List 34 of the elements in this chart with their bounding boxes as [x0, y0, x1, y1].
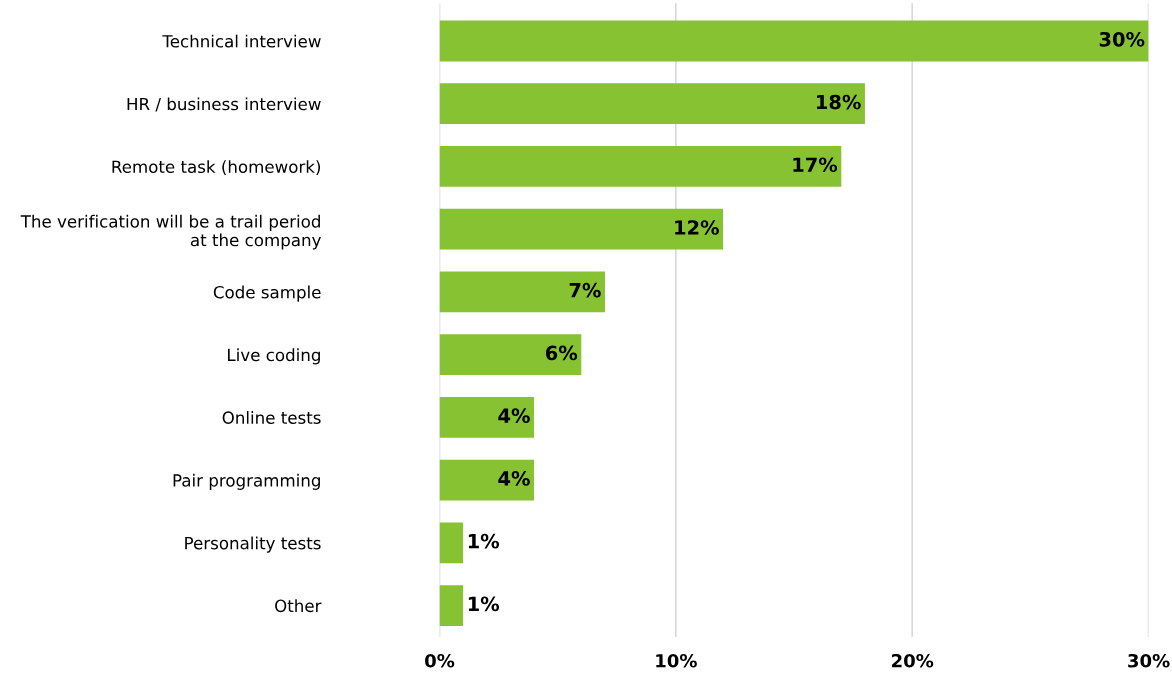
y-tick-label: Other: [275, 599, 322, 613]
y-tick-label: Code sample: [213, 285, 321, 302]
bar: [439, 522, 464, 564]
data-label: 4%: [498, 471, 530, 486]
x-tick-label: 0%: [425, 653, 455, 668]
bar: [439, 146, 842, 187]
data-label: 18%: [817, 94, 861, 110]
bar: [439, 208, 724, 250]
data-label: 1%: [468, 596, 500, 612]
data-label: 6%: [545, 345, 578, 361]
data-label: 4%: [498, 408, 530, 424]
x-tick-label: 10%: [656, 653, 697, 668]
y-tick-label: HR / business interview: [127, 97, 321, 112]
x-tick-label: 20%: [892, 653, 934, 668]
bar: [439, 20, 1149, 62]
bar: [439, 396, 535, 438]
bar: [439, 334, 582, 376]
data-label: 12%: [675, 220, 719, 235]
bar: [439, 459, 535, 501]
y-tick-label: Technical interview: [162, 34, 321, 48]
y-tick-label: Pair programming: [173, 473, 320, 490]
y-tick-label: Remote task (homework): [112, 160, 321, 175]
y-tick-label: The verification will be a trail period at the company: [20, 214, 321, 250]
data-label: 1%: [468, 533, 500, 549]
data-label: 17%: [793, 157, 838, 173]
bar: [439, 271, 605, 313]
x-tick-label: 30%: [1128, 653, 1170, 668]
y-tick-label: Live coding: [228, 348, 320, 365]
y-tick-label: Personality tests: [185, 536, 321, 553]
y-tick-label: Online tests: [222, 411, 321, 424]
data-label: 7%: [569, 282, 601, 298]
bar: [439, 83, 865, 125]
bar: [439, 585, 464, 626]
data-label: 30%: [1099, 31, 1145, 47]
